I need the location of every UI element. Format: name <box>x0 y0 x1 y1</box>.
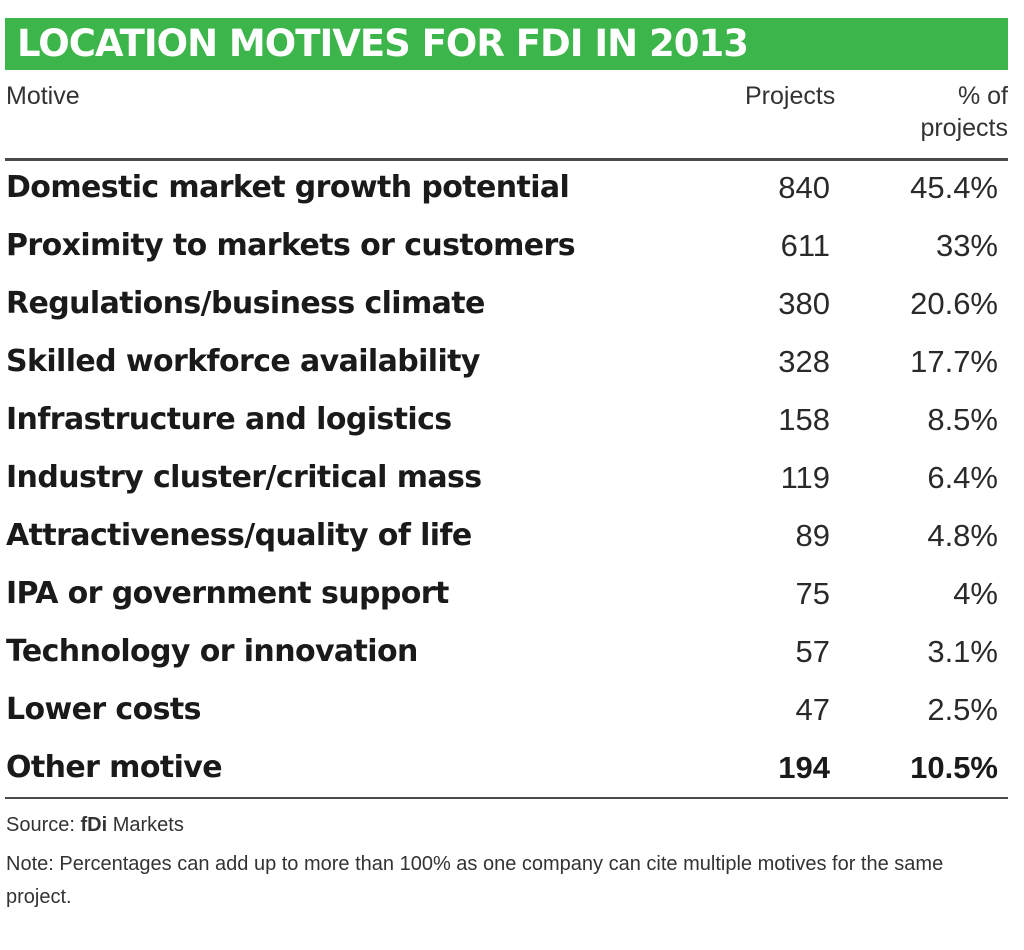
table-row: IPA or government support 75 4% <box>0 566 1024 624</box>
header-divider <box>5 158 1008 161</box>
projects-cell: 611 <box>780 228 830 263</box>
projects-cell: 840 <box>778 170 830 205</box>
table-row: Technology or innovation 57 3.1% <box>0 624 1024 682</box>
percent-cell: 8.5% <box>927 402 998 437</box>
column-header-percent-l1: % of <box>957 82 1008 110</box>
projects-cell: 57 <box>795 634 830 669</box>
percent-cell: 45.4% <box>910 170 998 205</box>
table-row: Infrastructure and logistics 158 8.5% <box>0 392 1024 450</box>
source-label: Source: <box>6 814 75 836</box>
table-row: Regulations/business climate 380 20.6% <box>0 276 1024 334</box>
table-row: Attractiveness/quality of life 89 4.8% <box>0 508 1024 566</box>
column-header-percent: % of projects <box>880 80 1008 144</box>
percent-cell: 33% <box>935 228 998 263</box>
column-header-motive: Motive <box>6 82 80 110</box>
table-row: Industry cluster/critical mass 119 6.4% <box>0 450 1024 508</box>
motive-cell: Infrastructure and logistics <box>6 402 452 437</box>
table-row: Skilled workforce availability 328 17.7% <box>0 334 1024 392</box>
source-name: fDi <box>80 814 108 836</box>
column-header-percent-l2: projects <box>920 114 1008 142</box>
motive-cell: Proximity to markets or customers <box>6 228 576 263</box>
chart-title: LOCATION MOTIVES FOR FDI IN 2013 <box>17 22 749 65</box>
motive-cell: Attractiveness/quality of life <box>6 518 472 553</box>
percent-cell: 10.5% <box>910 750 998 785</box>
projects-cell: 89 <box>795 518 830 553</box>
source-line: Source: fDi Markets <box>6 814 184 837</box>
projects-cell: 158 <box>778 402 830 437</box>
table-row: Other motive 194 10.5% <box>0 740 1024 798</box>
percent-cell: 6.4% <box>927 460 998 495</box>
percent-cell: 2.5% <box>927 692 998 727</box>
motive-cell: Regulations/business climate <box>6 286 485 321</box>
footnote: Note: Percentages can add up to more tha… <box>6 853 944 908</box>
motive-cell: Industry cluster/critical mass <box>6 460 482 495</box>
projects-cell: 119 <box>780 460 830 495</box>
projects-cell: 328 <box>778 344 830 379</box>
motive-cell: Domestic market growth potential <box>6 170 570 205</box>
motive-cell: Other motive <box>6 750 223 785</box>
percent-cell: 17.7% <box>910 344 998 379</box>
motive-cell: Lower costs <box>6 692 201 727</box>
table-row: Lower costs 47 2.5% <box>0 682 1024 740</box>
percent-cell: 4% <box>953 576 998 611</box>
percent-cell: 4.8% <box>927 518 998 553</box>
footer-divider <box>5 797 1008 799</box>
projects-cell: 380 <box>778 286 830 321</box>
table-row: Domestic market growth potential 840 45.4% <box>0 160 1024 218</box>
motive-cell: IPA or government support <box>6 576 449 611</box>
projects-cell: 194 <box>778 750 830 785</box>
percent-cell: 3.1% <box>927 634 998 669</box>
column-header-projects: Projects <box>745 82 836 110</box>
motive-cell: Skilled workforce availability <box>6 344 480 379</box>
title-bar: LOCATION MOTIVES FOR FDI IN 2013 <box>5 18 1008 70</box>
motive-cell: Technology or innovation <box>6 634 418 669</box>
table-row: Proximity to markets or customers 611 33% <box>0 218 1024 276</box>
source-rest: Markets <box>112 814 184 836</box>
projects-cell: 75 <box>795 576 830 611</box>
projects-cell: 47 <box>795 692 830 727</box>
percent-cell: 20.6% <box>910 286 998 321</box>
